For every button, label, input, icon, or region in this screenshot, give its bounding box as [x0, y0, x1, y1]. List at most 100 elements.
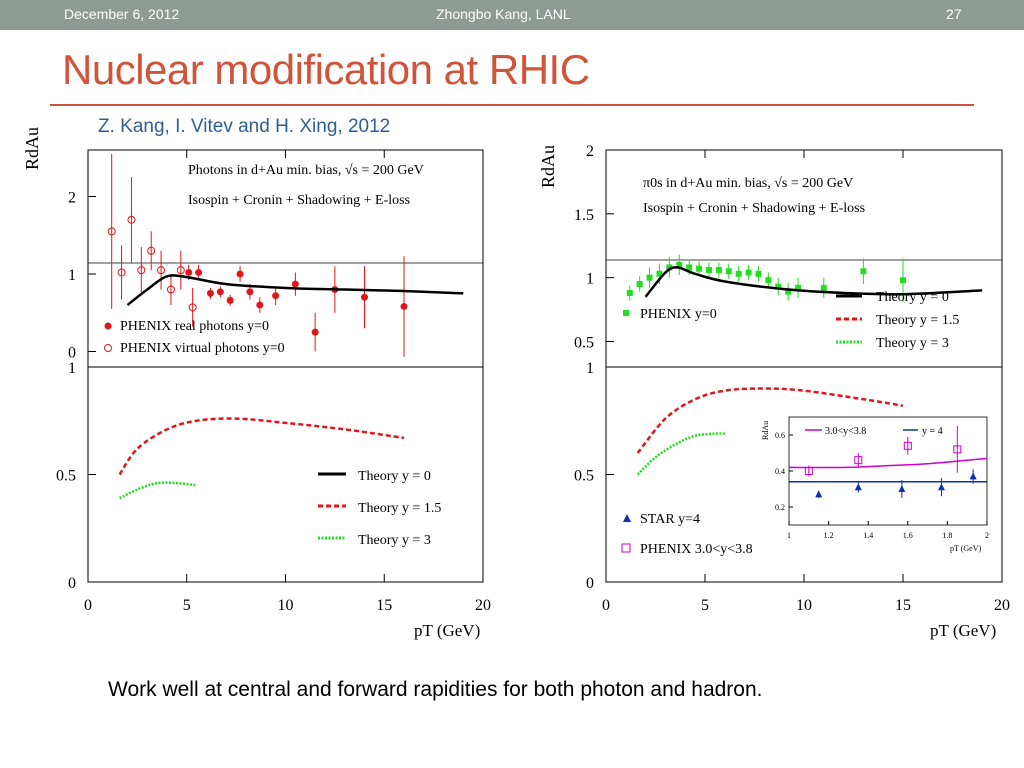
header-date: December 6, 2012 — [64, 6, 180, 22]
inset-x-tick-label: 1.4 — [863, 531, 873, 540]
y-tick-label-bottom: 0.5 — [56, 468, 76, 485]
x-tick-label: 20 — [475, 597, 491, 614]
right-legend-title-1: π0s in d+Au min. bias, √s = 200 GeV — [643, 176, 853, 191]
data-point — [860, 268, 867, 275]
header-author: Zhongbo Kang, LANL — [436, 6, 571, 22]
x-tick-label: 0 — [602, 597, 610, 614]
y-tick-label-bottom: 1 — [68, 360, 76, 377]
left-legend-y15: Theory y = 1.5 — [358, 501, 441, 516]
data-point — [775, 283, 782, 290]
theory-curve — [126, 274, 464, 306]
data-point — [236, 270, 244, 278]
data-point — [185, 268, 193, 276]
slide-caption: Work well at central and forward rapidit… — [108, 678, 763, 701]
right-legend-phenix-fwd: PHENIX 3.0<y<3.8 — [640, 542, 753, 557]
left-ylabel: RdAu — [22, 127, 43, 170]
data-point — [735, 270, 742, 277]
x-tick-label: 10 — [796, 597, 812, 614]
y-tick-label-top: 2 — [586, 143, 594, 160]
data-point — [745, 269, 752, 276]
x-tick-label: 15 — [895, 597, 911, 614]
data-point — [291, 280, 299, 288]
inset-x-tick-label: 1 — [787, 531, 791, 540]
y-tick-label-bottom: 1 — [586, 360, 594, 377]
x-tick-label: 15 — [376, 597, 392, 614]
inset-data-point — [953, 445, 962, 454]
data-point — [107, 227, 116, 236]
data-point — [188, 303, 197, 312]
x-tick-label: 20 — [994, 597, 1010, 614]
data-point — [226, 296, 234, 304]
x-tick-label: 10 — [278, 597, 294, 614]
x-tick-label: 5 — [701, 597, 709, 614]
y-tick-label-bottom: 0 — [68, 575, 76, 592]
inset-y-tick-label: 0.2 — [775, 503, 785, 512]
theory-curve — [636, 387, 904, 454]
y-tick-label-top: 1 — [586, 271, 594, 288]
data-point — [400, 303, 408, 311]
inset-data-point — [937, 483, 945, 491]
theory-curve — [636, 432, 725, 476]
data-point — [656, 270, 663, 277]
data-point — [216, 288, 224, 296]
data-point — [147, 246, 156, 255]
title-underline — [50, 104, 974, 106]
inset-data-point — [804, 467, 813, 475]
inset-y-tick-label: 0.6 — [775, 431, 785, 440]
inset-frame — [788, 416, 988, 526]
data-point — [256, 301, 264, 309]
left-legend-real-marker — [104, 322, 112, 330]
data-point — [311, 328, 319, 336]
inset-data-point — [903, 441, 912, 450]
data-point — [117, 268, 126, 277]
right-ylabel: RdAu — [538, 145, 559, 188]
data-point — [795, 284, 802, 291]
left-legend-y0: Theory y = 0 — [358, 469, 431, 484]
data-point — [361, 293, 368, 301]
theory-curve — [118, 417, 405, 476]
data-point — [755, 270, 762, 277]
right-legend-star: STAR y=4 — [640, 512, 700, 527]
data-point — [765, 277, 772, 284]
inset-xlabel: pT (GeV) — [950, 544, 982, 553]
left-legend-title-1: Photons in d+Au min. bias, √s = 200 GeV — [188, 163, 424, 178]
data-point — [195, 268, 203, 276]
right-legend-phenix-fwd-marker — [621, 543, 631, 553]
x-tick-label: 0 — [84, 597, 92, 614]
left-legend-y3: Theory y = 3 — [358, 533, 431, 548]
inset-legend-y4: y = 4 — [922, 426, 943, 437]
theory-curve — [119, 481, 197, 500]
data-point — [246, 288, 254, 296]
inset-data-point — [815, 490, 823, 498]
right-legend-title-2: Isospin + Cronin + Shadowing + E-loss — [643, 201, 865, 216]
y-tick-label-top: 1.5 — [574, 207, 594, 224]
inset-data-point — [854, 456, 863, 465]
inset-curve — [788, 457, 988, 469]
left-ylabel-text: RdAu — [22, 126, 42, 170]
data-point — [715, 266, 722, 273]
inset-ylabel: RdAu — [761, 421, 770, 440]
data-point — [157, 266, 166, 275]
data-point — [696, 265, 703, 272]
data-point — [166, 285, 175, 294]
citation: Z. Kang, I. Vitev and H. Xing, 2012 — [98, 116, 391, 137]
slide-title: Nuclear modification at RHIC — [62, 46, 590, 93]
y-tick-label-top: 2 — [68, 190, 76, 207]
left-panel: 012 00.51 0 5 10 15 20 Photons in d+Au min. … — [56, 149, 491, 640]
left-legend-virtual: PHENIX virtual photons y=0 — [120, 341, 285, 356]
header-bar: December 6, 2012 Zhongbo Kang, LANL 27 — [0, 0, 1024, 30]
data-point — [137, 266, 146, 275]
data-point — [785, 288, 792, 295]
right-legend-phenix: PHENIX y=0 — [640, 307, 717, 322]
left-frame — [87, 149, 484, 583]
left-xlabel: pT (GeV) — [414, 621, 480, 640]
y-tick-label-bottom: 0 — [586, 575, 594, 592]
inset-x-tick-label: 1.2 — [824, 531, 834, 540]
left-legend-title-2: Isospin + Cronin + Shadowing + E-loss — [188, 193, 410, 208]
inset-y-tick-label: 0.4 — [775, 467, 785, 476]
right-xlabel: pT (GeV) — [930, 621, 996, 640]
y-tick-label-bottom: 0.5 — [574, 468, 594, 485]
inset-data-point — [854, 483, 862, 491]
data-point — [272, 292, 280, 300]
